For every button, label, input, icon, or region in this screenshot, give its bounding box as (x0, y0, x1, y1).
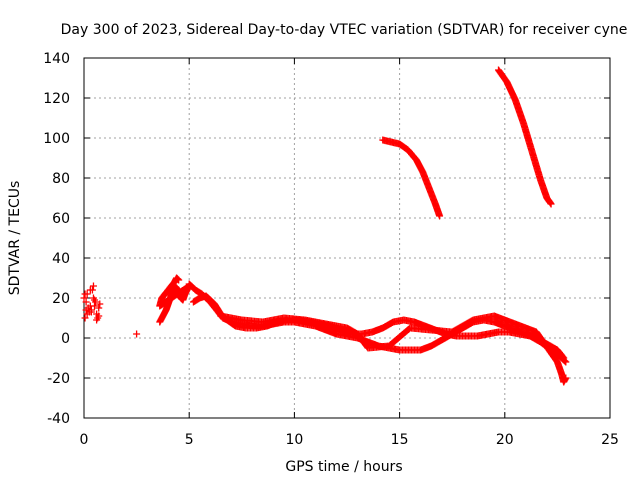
data-point (81, 314, 89, 322)
x-tick-label: 5 (185, 432, 194, 448)
data-point (96, 300, 104, 308)
data-point (546, 199, 554, 207)
chart-title: Day 300 of 2023, Sidereal Day-to-day VTE… (61, 22, 628, 38)
data-point (561, 357, 569, 365)
series-isolated (133, 330, 141, 338)
data-point (83, 290, 91, 298)
data-point (174, 275, 182, 283)
y-tick-labels: -40 -20 0 20 40 60 80 100 120 140 (43, 51, 70, 427)
data-point (80, 294, 88, 302)
data-point (173, 275, 181, 283)
x-tick-label: 15 (391, 432, 409, 448)
y-tick-label: 120 (43, 91, 70, 107)
x-tick-label: 10 (285, 432, 303, 448)
data-point (560, 357, 568, 364)
data-point (559, 356, 567, 364)
axis-ticks (83, 57, 611, 419)
data-point (93, 316, 101, 324)
data-point (133, 330, 141, 338)
y-tick-label: 140 (43, 51, 70, 67)
series-main-track-c (217, 312, 570, 386)
grid-lines (84, 58, 610, 418)
y-tick-label: 0 (61, 331, 70, 347)
data-point (404, 325, 412, 333)
x-tick-labels: 0 5 10 15 20 25 (80, 432, 619, 448)
data-point (82, 298, 90, 306)
data-point (87, 308, 95, 316)
y-axis-label: SDTVAR / TECUs (7, 181, 23, 296)
data-point (95, 304, 103, 312)
plot-frame (83, 57, 611, 419)
x-tick-label: 0 (80, 432, 89, 448)
data-point (95, 312, 103, 320)
data-point (91, 302, 99, 310)
y-tick-label: 100 (43, 131, 70, 147)
data-point (91, 296, 99, 304)
series-upper-arc-2 (494, 66, 555, 208)
data-point (435, 211, 443, 219)
data-point (561, 375, 569, 383)
y-tick-label: -20 (47, 371, 70, 387)
data-point (89, 282, 97, 290)
data-point (86, 286, 94, 294)
y-tick-label: 80 (52, 171, 70, 187)
series-early-scattered (80, 282, 104, 324)
y-tick-label: 20 (52, 291, 70, 307)
x-axis-label: GPS time / hours (285, 459, 402, 475)
series-arc-3-5-5 (156, 274, 193, 326)
x-tick-label: 25 (601, 432, 619, 448)
y-tick-label: 60 (52, 211, 70, 227)
data-points (80, 66, 570, 386)
y-tick-label: -40 (47, 411, 70, 427)
series-upper-arc-1 (379, 136, 444, 220)
y-tick-label: 40 (52, 251, 70, 267)
x-tick-label: 20 (496, 432, 514, 448)
